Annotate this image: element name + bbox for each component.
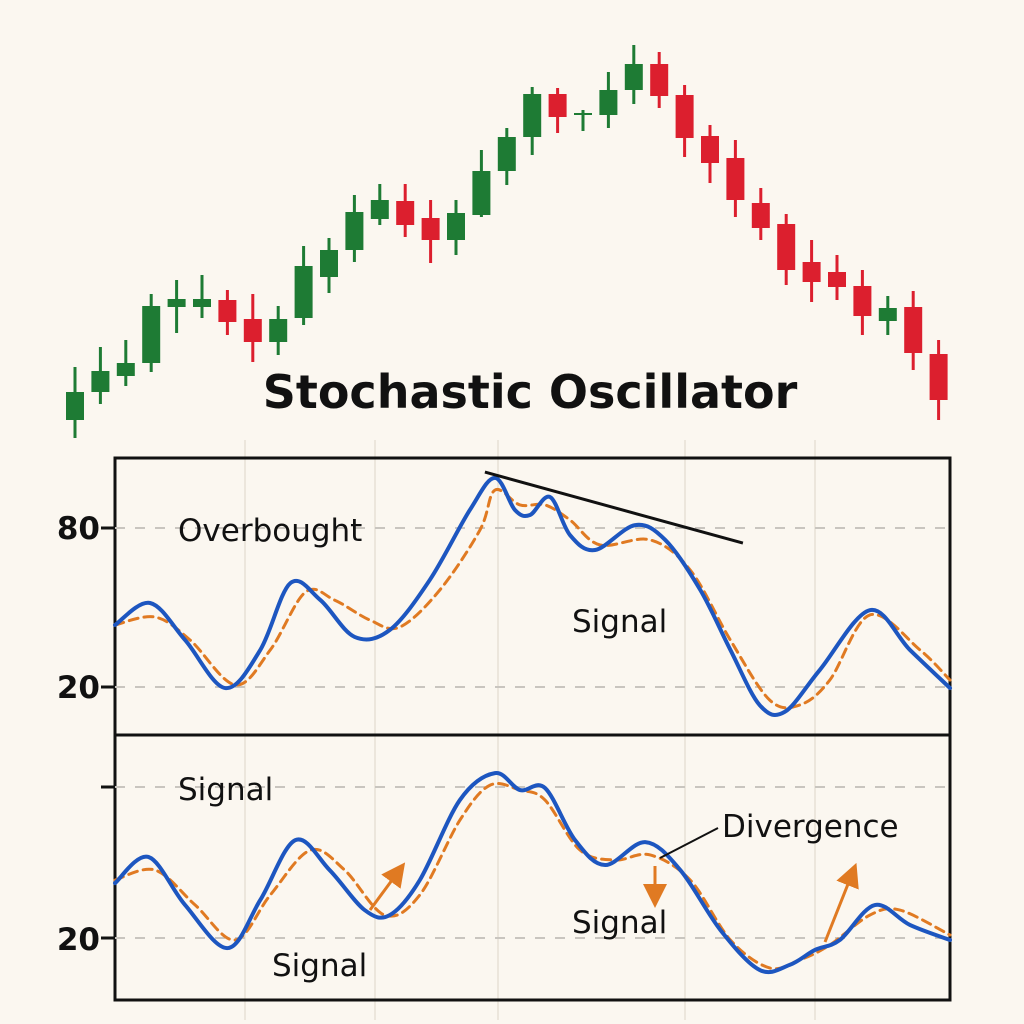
candle-body [142,306,161,363]
candle-bullish [574,110,592,131]
candle-body [370,200,389,219]
divergence-label: Divergence [722,809,899,845]
candle-body [878,308,897,321]
candle-bearish [396,184,415,237]
candle-body [116,363,135,376]
y-tick-80: 80 [57,511,100,547]
candle-bearish [701,125,719,183]
vertical-gridlines [244,440,816,1020]
lower-oscillator-panel [101,771,952,975]
candle-body [167,299,186,307]
candle-body [574,113,592,115]
candle-body [294,266,313,318]
candlestick-series [66,45,948,438]
candle-bullish [320,238,338,293]
candle-body [269,319,288,342]
candle-body [904,307,923,353]
candle-bearish [828,255,846,300]
candle-bearish [751,188,770,240]
y-tick-20-lower: 20 [57,922,100,958]
candle-bearish [726,140,745,217]
signal-label-lower-mid: Signal [572,905,667,941]
candle-body [472,171,491,215]
candle-body [828,272,846,287]
candle-bullish [497,128,516,185]
candle-body [421,218,440,240]
candle-body [243,319,262,342]
candle-bullish [116,340,135,386]
candle-body [548,94,567,117]
candle-bearish [650,52,669,108]
candle-bullish [294,246,313,325]
candle-body [624,64,643,90]
candle-body [396,201,415,225]
signal-line-d [113,487,952,710]
upper-oscillator-panel [101,470,952,718]
candle-bullish [472,150,491,217]
divergence-pointer [659,827,719,859]
candle-bullish [447,200,465,255]
candle-body [447,213,465,240]
candle-body [320,250,338,277]
candle-bullish [66,367,84,438]
candle-bullish [370,184,389,225]
arrow-up-2 [823,862,859,943]
chart-title: Stochastic Oscillator [263,365,798,419]
candle-bullish [624,45,643,104]
candle-body [650,64,669,96]
candle-bearish [853,270,872,335]
candle-bullish [91,347,110,404]
candle-body [777,224,796,270]
candle-bullish [269,306,288,355]
candle-body [599,90,618,115]
candle-bearish [929,340,948,420]
arrow-up-1 [368,862,406,911]
candle-body [853,286,872,316]
candle-bullish [142,294,161,372]
candle-bearish [218,290,237,335]
candle-body [726,158,745,200]
candle-bearish [243,294,262,362]
candle-bullish [167,280,186,333]
candle-body [802,262,821,282]
candle-body [497,137,516,171]
candle-body [193,299,211,307]
candle-bearish [777,214,796,285]
candle-body [701,136,719,163]
candle-body [218,300,237,322]
candle-bullish [523,87,542,155]
candle-body [345,212,364,250]
candle-bearish [802,240,821,302]
candle-body [675,95,694,138]
candle-body [929,354,948,400]
candle-bullish [193,275,211,318]
candle-bearish [548,88,567,133]
signal-label-lower-top: Signal [178,772,273,808]
y-tick-20-upper: 20 [57,670,100,706]
candle-body [751,203,770,228]
candle-bearish [421,200,440,263]
candle-body [91,371,110,392]
candle-bullish [878,296,897,335]
stochastic-line-k [113,475,952,718]
divergence-trendline [484,470,744,545]
signal-label-upper: Signal [572,604,667,640]
candle-bullish [599,72,618,128]
candle-body [66,392,84,420]
candle-body [523,94,542,137]
candle-bearish [904,291,923,370]
upper-panel-frame [113,456,952,737]
candle-bearish [675,85,694,157]
stochastic-line-k [113,771,952,975]
candle-bullish [345,195,364,262]
lower-panel-frame [113,733,952,1002]
signal-label-lower-bottom: Signal [272,948,367,984]
overbought-label: Overbought [178,513,362,549]
